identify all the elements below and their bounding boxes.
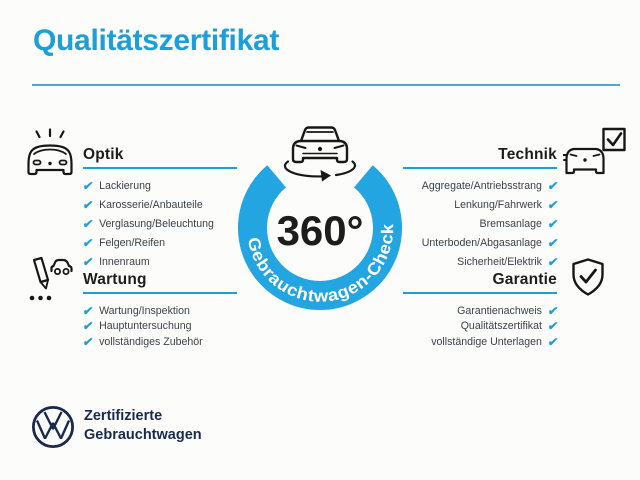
check-icon: ✔ xyxy=(82,334,95,349)
list-item: ✔ Verglasung/Beleuchtung xyxy=(82,214,214,233)
check-icon: ✔ xyxy=(82,178,95,193)
list-item: Aggregate/Antriebsstrang ✔ xyxy=(421,176,559,195)
list-item-label: Lackierung xyxy=(99,179,151,192)
check-icon: ✔ xyxy=(546,216,559,231)
optik-underline xyxy=(83,167,237,169)
list-item: Qualitätszertifikat ✔ xyxy=(460,319,559,335)
check-icon: ✔ xyxy=(546,178,559,193)
list-item: Unterboden/Abgasanlage ✔ xyxy=(421,233,559,252)
list-item-label: Aggregate/Antriebsstrang xyxy=(421,179,542,192)
list-item-label: Bremsanlage xyxy=(479,217,542,230)
check-icon: ✔ xyxy=(82,235,95,250)
check-icon: ✔ xyxy=(546,254,559,269)
list-item: vollständige Unterlagen ✔ xyxy=(431,334,559,350)
list-item-label: Innenraum xyxy=(99,255,150,268)
list-item: Lenkung/Fahrwerk ✔ xyxy=(454,195,559,214)
list-item-label: Felgen/Reifen xyxy=(99,236,166,249)
check-icon: ✔ xyxy=(82,254,95,269)
car-checkbox-icon xyxy=(563,127,626,175)
list-item: ✔ Felgen/Reifen xyxy=(82,233,214,252)
list-item: Garantienachweis ✔ xyxy=(457,303,559,319)
technik-underline xyxy=(403,167,557,169)
page-title: Qualitätszertifikat xyxy=(33,24,280,57)
list-item-label: vollständiges Zubehör xyxy=(99,335,203,348)
list-item-label: Karosserie/Anbauteile xyxy=(99,198,203,211)
brand-line1: Zertifizierte xyxy=(84,408,163,424)
list-item: Bremsanlage ✔ xyxy=(479,214,559,233)
section-title-wartung: Wartung xyxy=(83,271,147,288)
check-icon: ✔ xyxy=(82,319,95,334)
list-item-label: Wartung/Inspektion xyxy=(99,304,190,317)
shiny-car-icon xyxy=(27,128,73,176)
list-item: ✔ Wartung/Inspektion xyxy=(82,303,203,319)
check-icon: ✔ xyxy=(82,197,95,212)
badge-degrees: 360° xyxy=(277,207,364,254)
car-360-rotation-icon xyxy=(283,126,357,182)
check-icon: ✔ xyxy=(546,319,559,334)
list-item: ✔ Innenraum xyxy=(82,252,214,271)
check-icon: ✔ xyxy=(82,216,95,231)
vw-logo xyxy=(31,405,75,449)
checklist-pencil-car-icon xyxy=(29,256,73,301)
shield-check-icon xyxy=(572,258,604,296)
list-item-label: Hauptuntersuchung xyxy=(99,320,192,333)
check-icon: ✔ xyxy=(546,334,559,349)
section-title-garantie: Garantie xyxy=(492,271,557,288)
title-divider xyxy=(32,84,620,86)
list-item: ✔ Hauptuntersuchung xyxy=(82,319,203,335)
list-item-label: Lenkung/Fahrwerk xyxy=(454,198,542,211)
check-icon: ✔ xyxy=(82,303,95,318)
brand-line2: Gebrauchtwagen xyxy=(84,427,202,443)
technik-list: Aggregate/Antriebsstrang ✔ Lenkung/Fahrwe… xyxy=(421,176,559,271)
section-title-technik: Technik xyxy=(498,146,557,163)
list-item: ✔ Lackierung xyxy=(82,176,214,195)
section-title-optik: Optik xyxy=(83,146,124,163)
list-item: ✔ Karosserie/Anbauteile xyxy=(82,195,214,214)
garantie-underline xyxy=(403,292,557,294)
list-item-label: Qualitätszertifikat xyxy=(460,320,542,333)
list-item-label: Unterboden/Abgasanlage xyxy=(421,236,542,249)
list-item-label: Verglasung/Beleuchtung xyxy=(99,217,214,230)
list-item-label: vollständige Unterlagen xyxy=(431,335,542,348)
list-item: Sicherheit/Elektrik ✔ xyxy=(457,252,559,271)
check-icon: ✔ xyxy=(546,197,559,212)
check-icon: ✔ xyxy=(546,303,559,318)
check-icon: ✔ xyxy=(546,235,559,250)
optik-list: ✔ Lackierung ✔ Karosserie/Anbauteile ✔ Verg… xyxy=(82,176,214,271)
wartung-underline xyxy=(83,292,237,294)
badge-ring xyxy=(238,165,402,310)
list-item-label: Garantienachweis xyxy=(457,304,542,317)
brand-claim: Zertifizierte Gebrauchtwagen xyxy=(84,407,202,445)
wartung-list: ✔ Wartung/Inspektion ✔ Hauptuntersuchung ✔… xyxy=(82,303,203,350)
garantie-list: Garantienachweis ✔ Qualitätszertifikat ✔ v… xyxy=(431,303,559,350)
list-item-label: Sicherheit/Elektrik xyxy=(457,255,542,268)
360-check-badge: 360° Gebrauchtwagen-Check xyxy=(238,126,402,310)
list-item: ✔ vollständiges Zubehör xyxy=(82,334,203,350)
